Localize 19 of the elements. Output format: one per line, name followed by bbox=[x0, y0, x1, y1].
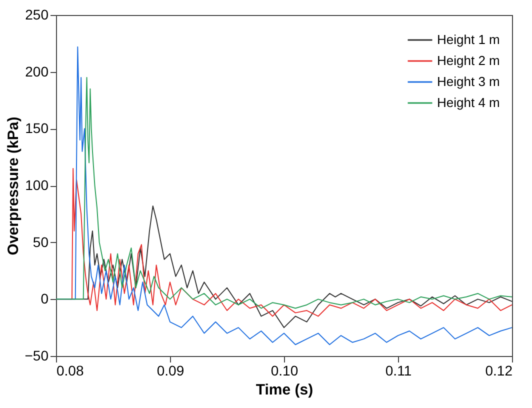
legend-label: Height 4 m bbox=[437, 95, 500, 110]
legend-label: Height 1 m bbox=[437, 32, 500, 47]
x-axis-title: Time (s) bbox=[256, 382, 314, 398]
y-tick-label: 150 bbox=[25, 120, 49, 136]
y-tick-label: −50 bbox=[24, 348, 49, 364]
y-axis-title: Overpressure (kPa) bbox=[4, 116, 22, 256]
y-tick-label: 250 bbox=[25, 6, 49, 22]
x-tick-label: 0.12 bbox=[485, 362, 513, 378]
y-tick-label: 0 bbox=[40, 290, 49, 307]
line-series bbox=[56, 77, 512, 309]
legend-label: Height 2 m bbox=[437, 53, 500, 68]
y-tick-label: 200 bbox=[25, 63, 49, 80]
x-tick-label: 0.11 bbox=[385, 362, 412, 378]
x-tick-label: 0.08 bbox=[56, 362, 84, 378]
y-tick-label: 100 bbox=[25, 177, 49, 193]
legend-label: Height 3 m bbox=[437, 74, 500, 89]
y-tick-label: 50 bbox=[32, 234, 49, 250]
x-tick-label: 0.09 bbox=[156, 362, 184, 378]
x-tick-label: 0.10 bbox=[270, 362, 298, 378]
